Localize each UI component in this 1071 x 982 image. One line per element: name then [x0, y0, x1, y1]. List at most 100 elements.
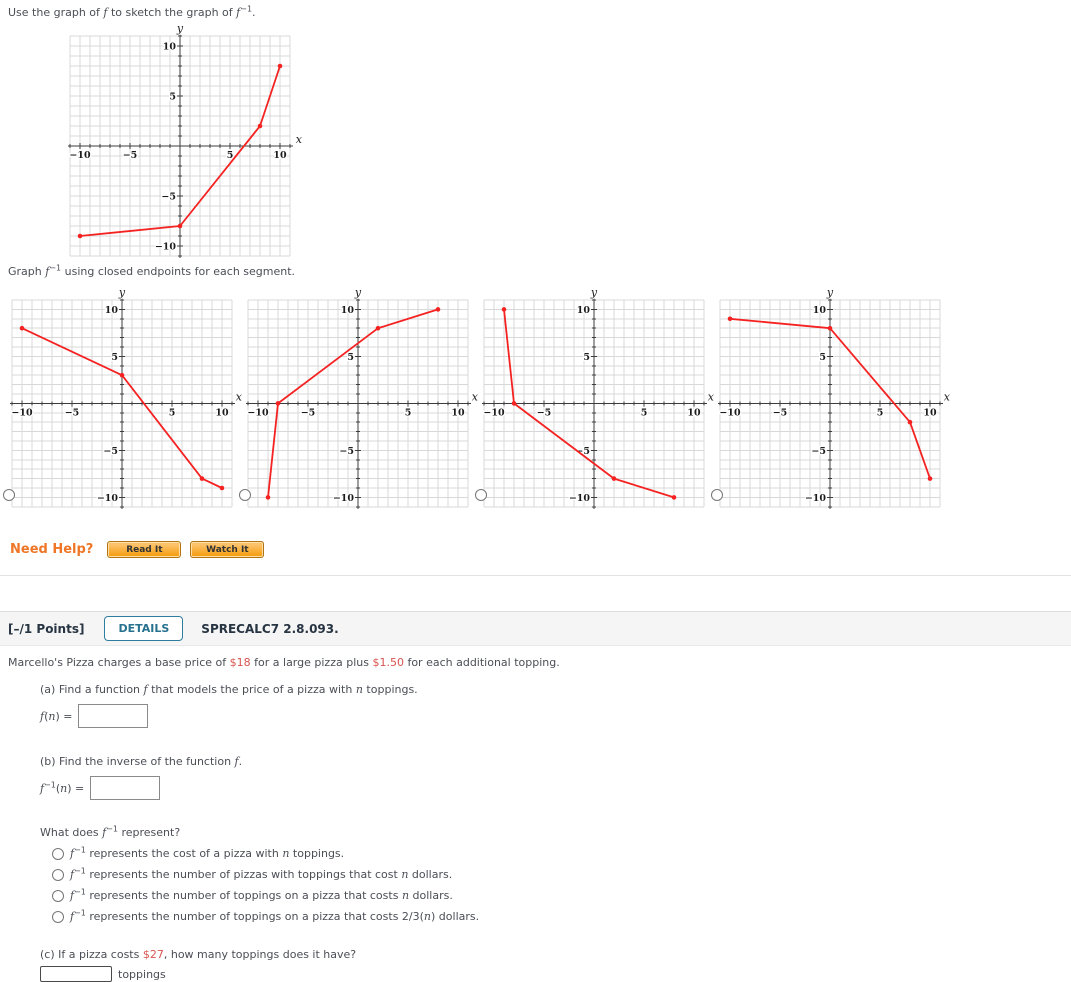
answer-radio-c[interactable] [475, 489, 487, 501]
meaning-option-1: f−1 represents the cost of a pizza with … [52, 845, 1071, 860]
svg-text:10: 10 [451, 407, 465, 418]
svg-text:10: 10 [577, 305, 591, 316]
meaning-radio-2[interactable] [52, 869, 64, 881]
q2-header-bar: [–/1 Points] DETAILS SPRECALC7 2.8.093. [0, 611, 1071, 646]
svg-text:10: 10 [163, 42, 177, 53]
svg-text:x: x [708, 390, 715, 403]
part-b-label: (b) Find the inverse of the function f. [40, 755, 243, 768]
q2-body: Marcello's Pizza charges a base price of… [0, 646, 1071, 982]
svg-text:−5: −5 [103, 446, 118, 457]
svg-text:y: y [118, 287, 126, 299]
part-a-answer-row: f(n) = [40, 704, 1071, 728]
answer-option-b: −10 −10 −5 −5 5 5 10 10 x y [236, 285, 480, 515]
svg-text:−10: −10 [805, 493, 827, 504]
svg-text:−10: −10 [11, 407, 33, 418]
answer-graph-b: −10 −10 −5 −5 5 5 10 10 x y [236, 285, 480, 516]
answer-radio-b[interactable] [239, 489, 251, 501]
meaning-radio-4[interactable] [52, 911, 64, 923]
svg-text:10: 10 [215, 407, 229, 418]
svg-text:5: 5 [877, 407, 884, 418]
meaning-option-3: f−1 represents the number of toppings on… [52, 887, 1071, 902]
meaning-option-3-text: f−1 represents the number of toppings on… [70, 887, 453, 902]
svg-text:y: y [354, 287, 362, 299]
svg-text:−5: −5 [65, 407, 80, 418]
what-does-question: What does f−1 represent? [40, 824, 181, 839]
svg-text:y: y [590, 287, 598, 299]
base-price-value: $18 [229, 656, 251, 669]
pizza-cost-value: $27 [142, 948, 164, 961]
read-it-button[interactable]: Read It [107, 541, 182, 558]
svg-text:−10: −10 [97, 493, 119, 504]
answer-option-c: −10 −10 −5 −5 5 5 10 10 x y [472, 285, 716, 515]
svg-text:−10: −10 [247, 407, 269, 418]
svg-text:5: 5 [819, 352, 826, 363]
part-c-label: (c) If a pizza costs $27, how many toppi… [40, 948, 357, 961]
toppings-unit-label: toppings [118, 967, 166, 981]
part-c-answer-row: toppings [40, 966, 1071, 982]
svg-text:y: y [176, 23, 184, 35]
answer-radio-d[interactable] [711, 489, 723, 501]
svg-text:−10: −10 [155, 242, 177, 253]
answer-option-d: −10 −10 −5 −5 5 5 10 10 x y [708, 285, 952, 515]
answer-option-a: −10 −10 −5 −5 5 5 10 10 x y [0, 285, 244, 515]
svg-text:−5: −5 [773, 407, 788, 418]
meaning-option-1-text: f−1 represents the cost of a pizza with … [70, 845, 345, 860]
svg-text:10: 10 [105, 305, 119, 316]
svg-text:−5: −5 [811, 446, 826, 457]
meaning-radio-3[interactable] [52, 890, 64, 902]
meaning-option-2: f−1 represents the number of pizzas with… [52, 866, 1071, 881]
svg-text:10: 10 [341, 305, 355, 316]
section-divider [0, 575, 1071, 576]
svg-text:5: 5 [111, 352, 118, 363]
answer-graph-options: −10 −10 −5 −5 5 5 10 10 x y −10 −10 −5 −5 5 5 10 10 x y −1… [0, 285, 1071, 515]
svg-text:5: 5 [169, 407, 176, 418]
svg-text:−10: −10 [69, 150, 91, 161]
svg-text:5: 5 [227, 150, 234, 161]
svg-text:10: 10 [273, 150, 287, 161]
svg-text:−5: −5 [339, 446, 354, 457]
svg-text:−5: −5 [537, 407, 552, 418]
part-a-answer-input[interactable] [78, 704, 149, 728]
svg-text:x: x [296, 133, 303, 146]
need-help-label: Need Help? [10, 542, 94, 557]
svg-text:5: 5 [583, 352, 590, 363]
meaning-option-4: f−1 represents the number of toppings on… [52, 908, 1071, 923]
graph-inverse-prompt: Graph f−1 using closed endpoints for eac… [8, 263, 296, 278]
svg-text:5: 5 [169, 92, 176, 103]
svg-text:−5: −5 [575, 446, 590, 457]
svg-text:5: 5 [405, 407, 412, 418]
f-of-n-label: f(n) = [40, 709, 73, 723]
meaning-option-2-text: f−1 represents the number of pizzas with… [70, 866, 453, 881]
svg-text:10: 10 [813, 305, 827, 316]
part-a-label: (a) Find a function f that models the pr… [40, 683, 418, 696]
q1-instruction: Use the graph of f to sketch the graph o… [8, 4, 256, 19]
svg-text:−5: −5 [301, 407, 316, 418]
svg-text:y: y [826, 287, 834, 299]
answer-graph-c: −10 −10 −5 −5 5 5 10 10 x y [472, 285, 716, 516]
svg-text:−10: −10 [569, 493, 591, 504]
q2-intro: Marcello's Pizza charges a base price of… [8, 656, 560, 669]
f-inverse-of-n-label: f−1(n) = [40, 779, 85, 795]
graph-of-f: −10 −10 −5 −5 5 5 10 10 x y [58, 21, 304, 262]
meaning-radio-1[interactable] [52, 848, 64, 860]
watch-it-button[interactable]: Watch It [190, 541, 265, 558]
answer-radio-a[interactable] [3, 489, 15, 501]
topping-price-value: $1.50 [372, 656, 404, 669]
svg-text:10: 10 [923, 407, 937, 418]
q2-points-label: [–/1 Points] [8, 621, 85, 636]
svg-text:−5: −5 [161, 192, 176, 203]
part-b-answer-input[interactable] [90, 776, 161, 800]
svg-text:x: x [944, 390, 951, 403]
svg-text:5: 5 [641, 407, 648, 418]
part-c-answer-input[interactable] [40, 966, 112, 982]
details-button[interactable]: DETAILS [104, 616, 184, 641]
svg-text:−10: −10 [483, 407, 505, 418]
answer-graph-a: −10 −10 −5 −5 5 5 10 10 x y [0, 285, 244, 516]
need-help-row: Need Help? Read It Watch It [10, 541, 1071, 558]
part-b-answer-row: f−1(n) = [40, 776, 1071, 800]
q2-source-label: SPRECALC7 2.8.093. [201, 621, 339, 636]
meaning-option-4-text: f−1 represents the number of toppings on… [70, 908, 480, 923]
svg-text:−10: −10 [333, 493, 355, 504]
svg-text:−10: −10 [719, 407, 741, 418]
